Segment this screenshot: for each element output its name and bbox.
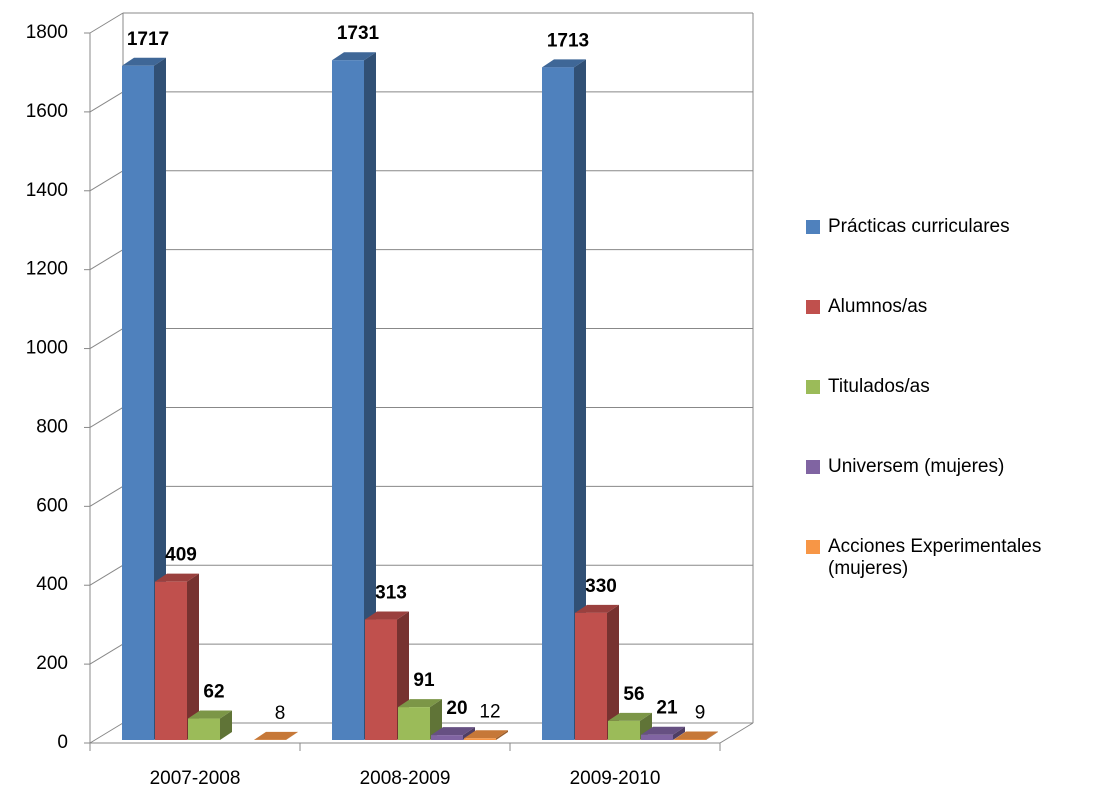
bar-side xyxy=(673,726,685,740)
bar-side xyxy=(496,730,508,740)
grid-line xyxy=(89,328,124,349)
bar-top xyxy=(575,604,619,613)
bar-top xyxy=(155,573,199,582)
bar xyxy=(464,738,496,740)
y-tick-label: 600 xyxy=(36,495,68,516)
data-label: 62 xyxy=(203,682,224,703)
bar xyxy=(365,619,397,740)
data-label: 1717 xyxy=(127,29,169,50)
legend-item: Prácticas curriculares xyxy=(806,216,1091,238)
y-tick-label: 800 xyxy=(36,416,68,437)
x-tick-label: 2009-2010 xyxy=(570,768,661,789)
legend-item: Universem (mujeres) xyxy=(806,456,1091,478)
legend-item: Acciones Experimentales (mujeres) xyxy=(806,536,1091,580)
legend-swatch xyxy=(806,460,820,474)
bar xyxy=(155,581,187,740)
bar-top xyxy=(332,52,376,61)
legend-label: Prácticas curriculares xyxy=(828,216,1010,237)
bar-side xyxy=(574,59,586,741)
bar-top xyxy=(464,730,508,739)
bar-side xyxy=(430,699,442,740)
legend-label: Titulados/as xyxy=(828,376,930,397)
bar-side xyxy=(607,604,619,740)
bar-side xyxy=(220,710,232,740)
grid-line xyxy=(89,407,124,428)
bar xyxy=(188,718,220,740)
bar-side xyxy=(154,57,166,740)
bar-top xyxy=(608,712,652,721)
grid-line xyxy=(89,564,124,586)
bar-side xyxy=(706,731,718,740)
bar-side xyxy=(364,52,376,740)
bar-top xyxy=(254,731,298,740)
y-tick-label: 1600 xyxy=(26,101,68,122)
y-tick-label: 400 xyxy=(36,574,68,595)
data-label: 409 xyxy=(165,545,197,566)
y-tick-label: 200 xyxy=(36,653,68,674)
legend-item: Titulados/as xyxy=(806,376,1091,398)
grid-line xyxy=(89,170,124,192)
bar xyxy=(674,739,706,740)
bar xyxy=(608,720,640,740)
legend-item: Alumnos/as xyxy=(806,296,1091,318)
bar xyxy=(575,612,607,740)
data-label: 12 xyxy=(479,701,500,722)
bar-side xyxy=(187,573,199,740)
grid-line xyxy=(89,91,124,113)
grid-line xyxy=(89,722,124,744)
legend-swatch xyxy=(806,380,820,394)
data-label: 330 xyxy=(585,576,617,597)
bar xyxy=(641,734,673,740)
bar-top xyxy=(674,731,718,740)
x-tick-label: 2007-2008 xyxy=(150,768,241,789)
y-tick-label: 1400 xyxy=(26,180,68,201)
y-tick-label: 1200 xyxy=(26,259,68,280)
legend-label: Alumnos/as xyxy=(828,296,928,317)
bar-side xyxy=(463,727,475,740)
data-label: 21 xyxy=(656,698,678,719)
bar xyxy=(398,707,430,740)
legend-label: Universem (mujeres) xyxy=(828,456,1005,477)
bar xyxy=(431,735,463,740)
bar xyxy=(332,60,364,740)
x-tick-label: 2008-2009 xyxy=(360,768,451,789)
y-tick-label: 1800 xyxy=(26,22,68,43)
y-tick-label: 1000 xyxy=(26,338,68,359)
legend-swatch xyxy=(806,220,820,234)
grid-line xyxy=(89,643,124,665)
bar-top xyxy=(122,57,166,66)
y-tick-label: 0 xyxy=(57,732,68,753)
bar-top xyxy=(542,59,586,68)
bar-top xyxy=(398,699,442,708)
bar-top xyxy=(431,727,475,736)
bar xyxy=(122,65,154,740)
bar-top xyxy=(188,710,232,719)
data-label: 91 xyxy=(413,670,435,691)
grid-line xyxy=(89,12,124,34)
bar xyxy=(542,67,574,741)
legend-swatch xyxy=(806,300,820,314)
data-label: 1713 xyxy=(547,30,589,51)
legend-label: Acciones Experimentales (mujeres) xyxy=(828,536,1042,579)
data-label: 1731 xyxy=(337,23,380,44)
grid-line xyxy=(89,249,124,271)
data-label: 56 xyxy=(623,684,644,705)
bar-top xyxy=(365,611,409,620)
data-label: 313 xyxy=(375,583,407,604)
bar-side xyxy=(286,731,298,740)
grid-line xyxy=(89,485,124,507)
bar-top xyxy=(641,726,685,735)
legend-swatch xyxy=(806,540,820,554)
data-label: 20 xyxy=(446,698,467,719)
data-label: 8 xyxy=(275,703,286,724)
data-label: 9 xyxy=(695,702,706,723)
